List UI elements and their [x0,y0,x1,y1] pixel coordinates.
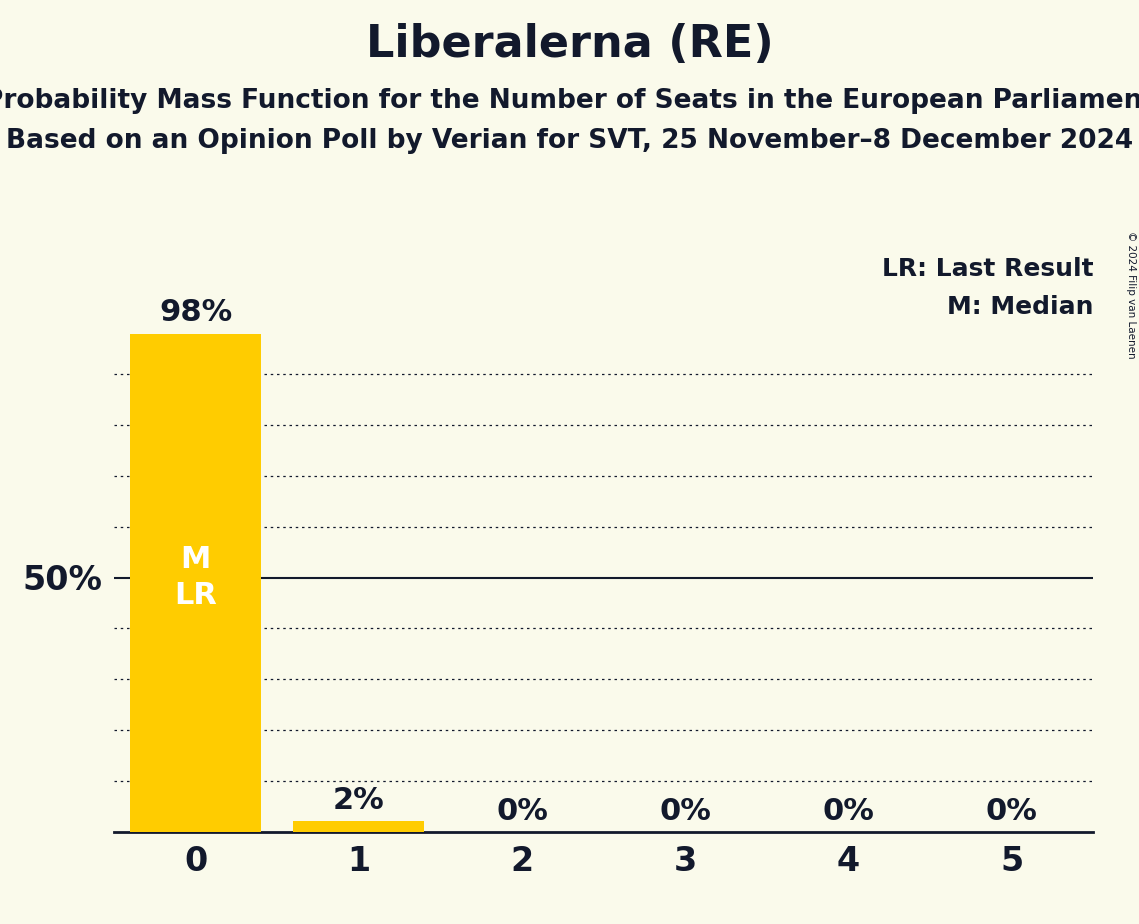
Text: Based on an Opinion Poll by Verian for SVT, 25 November–8 December 2024: Based on an Opinion Poll by Verian for S… [6,128,1133,153]
Bar [294,821,424,832]
Text: 2%: 2% [333,786,385,815]
Bar [130,334,261,832]
Text: M: Median: M: Median [947,296,1093,320]
Text: M
LR: M LR [174,545,216,610]
Text: LR: Last Result: LR: Last Result [882,258,1093,281]
Text: Liberalerna (RE): Liberalerna (RE) [366,23,773,67]
Text: 0%: 0% [986,796,1038,825]
Text: 0%: 0% [659,796,711,825]
Text: 0%: 0% [822,796,875,825]
Text: © 2024 Filip van Laenen: © 2024 Filip van Laenen [1126,231,1136,359]
Text: Probability Mass Function for the Number of Seats in the European Parliament: Probability Mass Function for the Number… [0,88,1139,114]
Text: 0%: 0% [497,796,548,825]
Text: 98%: 98% [159,298,232,327]
